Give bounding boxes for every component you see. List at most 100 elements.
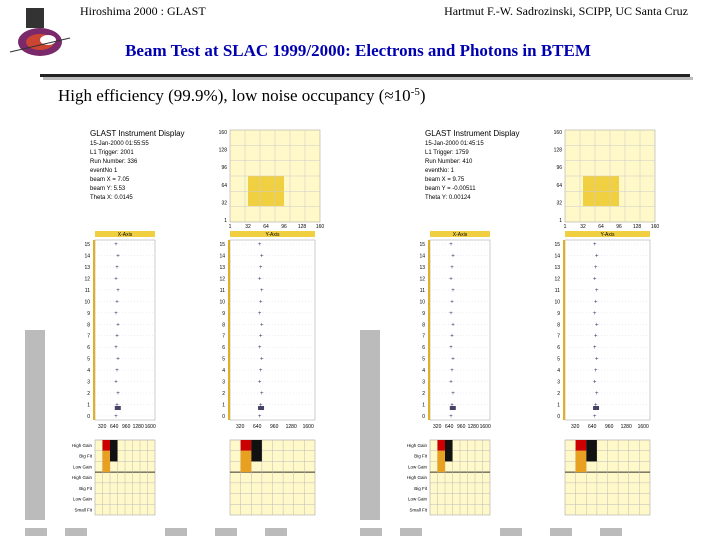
layer-tick: 10 <box>84 299 90 305</box>
hit: + <box>449 345 453 351</box>
hit: + <box>593 380 597 386</box>
hit: + <box>594 265 598 271</box>
hit: + <box>258 414 262 420</box>
hit: + <box>116 357 120 363</box>
hit: + <box>450 368 454 374</box>
hit: + <box>115 299 119 305</box>
layer-tick: 8 <box>87 322 90 328</box>
layer-tick: 1 <box>222 403 225 409</box>
map-y-tick: 1 <box>224 218 227 224</box>
hit: + <box>258 276 262 282</box>
map-y-tick: 32 <box>556 200 562 206</box>
layer-tick: 7 <box>557 334 560 340</box>
hit: + <box>116 288 120 294</box>
axis-header <box>565 231 650 237</box>
layer-tick: 12 <box>219 276 225 282</box>
layer-tick: 13 <box>84 265 90 271</box>
hit: + <box>259 403 263 409</box>
strip-tick: 320 <box>433 424 442 430</box>
hit: + <box>114 242 118 248</box>
strip-tick: 640 <box>588 424 597 430</box>
strip-tick: 1600 <box>480 424 491 430</box>
info-line: beam Y = -0.00511 <box>425 186 476 192</box>
cal-hit <box>110 440 118 462</box>
map-y-tick: 32 <box>221 200 227 206</box>
strip-tick: 960 <box>270 424 279 430</box>
layer-tick: 13 <box>554 265 560 271</box>
strip-plot <box>94 239 156 421</box>
hit: + <box>450 299 454 305</box>
cal-hit <box>575 450 587 473</box>
layer-tick: 5 <box>557 357 560 363</box>
layer-tick: 6 <box>557 345 560 351</box>
hit: + <box>449 276 453 282</box>
cal-hit <box>251 440 262 462</box>
hit: + <box>450 403 454 409</box>
cal-row-label: Small Fit <box>74 507 92 512</box>
layer-tick: 11 <box>85 288 90 294</box>
hit: + <box>595 391 599 397</box>
hit: + <box>114 380 118 386</box>
layer-tick: 14 <box>84 253 90 259</box>
hit: + <box>259 368 263 374</box>
layer-tick: 8 <box>422 322 425 328</box>
hit-cluster <box>449 406 456 410</box>
layer-tick: 7 <box>222 334 225 340</box>
cal-hit <box>102 450 110 473</box>
layer-tick: 10 <box>554 299 560 305</box>
hit: + <box>594 403 598 409</box>
hit: + <box>260 322 264 328</box>
layer-tick: 13 <box>419 265 425 271</box>
layer-tick: 14 <box>419 253 425 259</box>
footer-box <box>265 528 287 536</box>
map-x-tick: 160 <box>316 224 325 230</box>
map-x-tick: 32 <box>580 224 586 230</box>
strip-tick: 1280 <box>621 424 632 430</box>
layer-tick: 0 <box>87 414 90 420</box>
info-line: Run Number: 336 <box>90 159 138 165</box>
hit: + <box>595 357 599 363</box>
layer-tick: 15 <box>219 242 225 248</box>
map-x-tick: 64 <box>598 224 604 230</box>
hit: + <box>258 242 262 248</box>
layer-tick: 14 <box>219 253 225 259</box>
axis-label: Y-Axis <box>266 232 280 238</box>
strip-tick: 960 <box>122 424 131 430</box>
layer-tick: 3 <box>557 380 560 386</box>
info-line: beam X = 9.75 <box>425 177 465 183</box>
strip-tick: 640 <box>445 424 454 430</box>
map-y-tick: 64 <box>556 183 562 189</box>
layer-tick: 4 <box>557 368 560 374</box>
cal-hit <box>240 440 252 451</box>
strip-tick: 640 <box>253 424 262 430</box>
hit: + <box>260 391 264 397</box>
layer-tick: 4 <box>422 368 425 374</box>
cal-row-label: Big Fit <box>79 454 93 459</box>
rule <box>40 74 690 77</box>
strip-edge <box>563 240 565 420</box>
cal-row-label: Big Fit <box>414 454 428 459</box>
layer-tick: 7 <box>87 334 90 340</box>
layer-tick: 2 <box>87 391 90 397</box>
layer-tick: 6 <box>422 345 425 351</box>
hit: + <box>595 288 599 294</box>
layer-tick: 11 <box>220 288 225 294</box>
hit: + <box>115 334 119 340</box>
strip-tick: 1600 <box>638 424 649 430</box>
layer-tick: 3 <box>222 380 225 386</box>
hit: + <box>260 253 264 259</box>
layer-tick: 7 <box>422 334 425 340</box>
cal-row-label: Low Gain <box>73 497 93 502</box>
hit: + <box>116 391 120 397</box>
strip-tick: 320 <box>98 424 107 430</box>
strip-plot <box>564 239 651 421</box>
strip-edge <box>228 240 230 420</box>
layer-tick: 10 <box>219 299 225 305</box>
layer-tick: 12 <box>84 276 90 282</box>
layer-tick: 11 <box>420 288 425 294</box>
hit: + <box>258 380 262 386</box>
cal-hit <box>437 440 445 451</box>
hit: + <box>450 265 454 271</box>
footer-box <box>165 528 187 536</box>
cal-hit <box>586 440 597 462</box>
